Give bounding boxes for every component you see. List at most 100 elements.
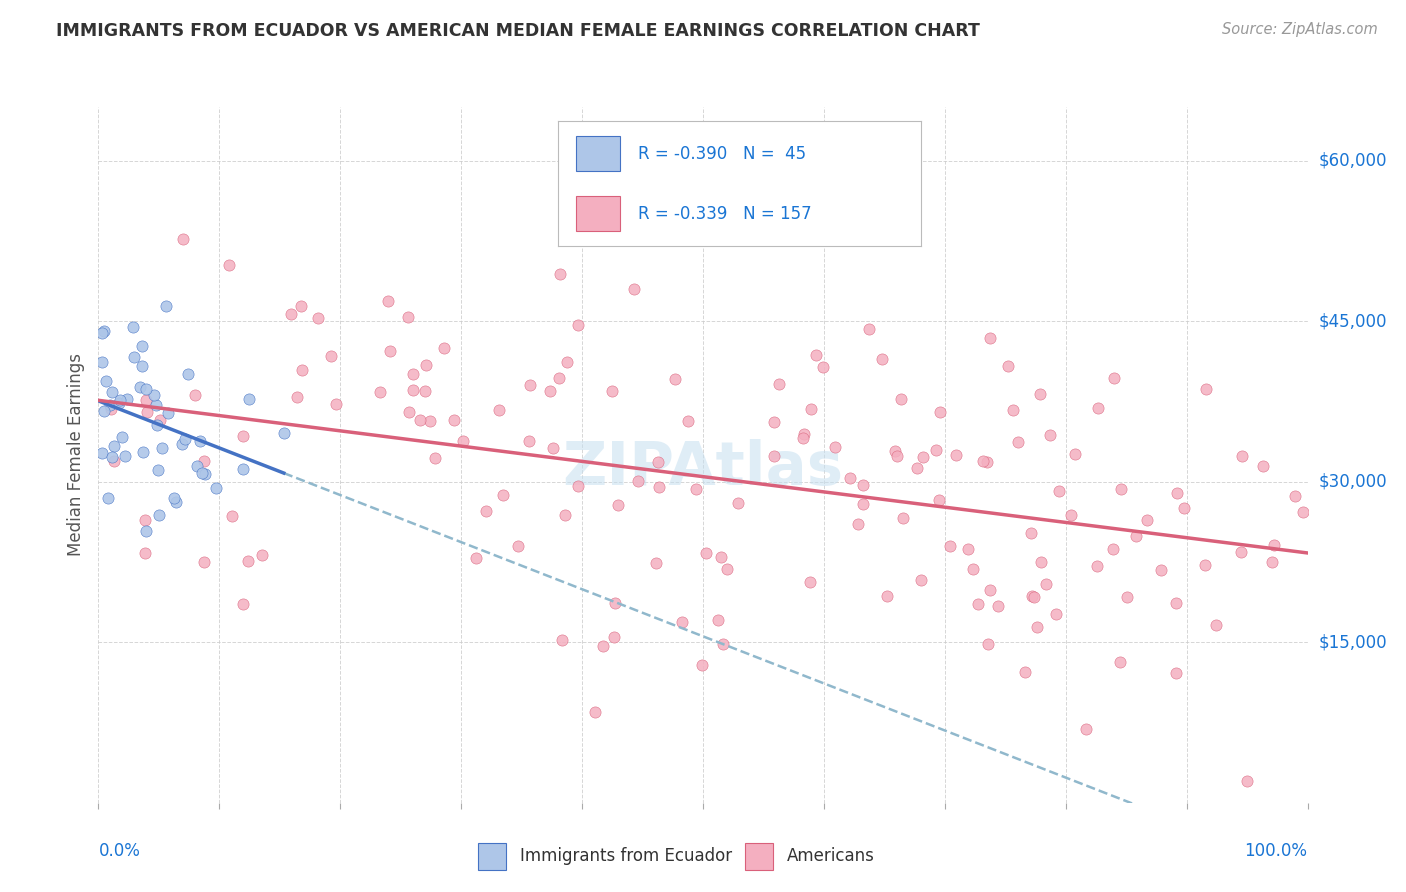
Point xyxy=(925,443,948,458)
Point xyxy=(100,384,122,399)
Point xyxy=(98,397,121,411)
Text: Americans: Americans xyxy=(787,847,875,865)
Point xyxy=(962,562,984,576)
Point xyxy=(280,307,302,321)
Point xyxy=(676,414,699,428)
Point xyxy=(1205,618,1227,632)
Point xyxy=(1284,490,1306,504)
Point xyxy=(122,350,145,364)
Point xyxy=(145,417,167,432)
Point xyxy=(1102,371,1125,385)
Point xyxy=(108,392,131,407)
Point xyxy=(551,632,574,647)
Point xyxy=(1135,513,1157,527)
Point xyxy=(979,583,1001,598)
Point xyxy=(91,446,114,460)
Point xyxy=(692,658,714,673)
Point xyxy=(623,282,645,296)
Point xyxy=(380,344,402,359)
Point xyxy=(101,450,124,464)
Point xyxy=(792,431,814,445)
Point xyxy=(858,322,880,336)
Point xyxy=(1194,558,1216,572)
Point xyxy=(91,355,114,369)
Point xyxy=(1236,774,1258,789)
Point xyxy=(165,495,187,509)
Point xyxy=(1085,558,1108,573)
Point xyxy=(149,413,172,427)
Point xyxy=(711,637,734,651)
Point xyxy=(1074,722,1097,736)
Point xyxy=(605,596,627,610)
Text: ZIPAtlas: ZIPAtlas xyxy=(562,440,844,499)
Point xyxy=(1150,563,1173,577)
Point xyxy=(1173,501,1195,516)
Point xyxy=(912,450,935,464)
Point xyxy=(129,380,152,394)
Point xyxy=(273,426,295,441)
Point xyxy=(517,434,540,448)
Point xyxy=(685,482,707,496)
Point xyxy=(644,556,666,570)
Point xyxy=(567,479,589,493)
Point xyxy=(824,440,846,454)
Point xyxy=(876,590,898,604)
Text: $30,000: $30,000 xyxy=(1319,473,1388,491)
Point xyxy=(475,503,498,517)
Point xyxy=(852,478,875,492)
Point xyxy=(291,362,314,376)
Point xyxy=(1263,538,1285,552)
Point xyxy=(1087,401,1109,416)
Point xyxy=(131,339,153,353)
Point xyxy=(886,449,908,463)
Point xyxy=(695,546,717,560)
Point xyxy=(1195,382,1218,396)
Point xyxy=(135,382,157,396)
Point xyxy=(1039,428,1062,442)
Point xyxy=(1025,620,1047,634)
Point xyxy=(1019,525,1042,540)
Point xyxy=(172,232,194,246)
Point xyxy=(710,550,733,565)
Point xyxy=(1229,545,1251,559)
Point xyxy=(1014,665,1036,679)
Point xyxy=(555,355,578,369)
Point xyxy=(763,449,786,463)
Text: 100.0%: 100.0% xyxy=(1244,842,1308,860)
Point xyxy=(967,597,990,611)
Point xyxy=(938,539,960,553)
Point xyxy=(1166,665,1188,680)
Point xyxy=(627,474,650,488)
Point xyxy=(134,513,156,527)
Point xyxy=(567,318,589,333)
Point xyxy=(423,450,446,465)
Point xyxy=(839,471,862,485)
Text: 0.0%: 0.0% xyxy=(98,842,141,860)
Point xyxy=(1063,447,1085,461)
Point xyxy=(793,427,815,442)
Point xyxy=(146,463,169,477)
Point xyxy=(716,562,738,576)
Point xyxy=(1007,434,1029,449)
Point xyxy=(402,367,425,381)
FancyBboxPatch shape xyxy=(478,843,506,870)
Point xyxy=(1060,508,1083,522)
Point xyxy=(1109,656,1132,670)
Text: $60,000: $60,000 xyxy=(1319,152,1388,169)
Point xyxy=(290,299,312,313)
Point xyxy=(1166,596,1188,610)
Point xyxy=(193,555,215,569)
Point xyxy=(1001,402,1024,417)
Point xyxy=(232,428,254,442)
Point xyxy=(957,542,980,557)
Point xyxy=(170,437,193,451)
Point xyxy=(238,554,260,568)
Point xyxy=(157,406,180,420)
Point xyxy=(648,480,671,494)
Point xyxy=(121,319,143,334)
Point xyxy=(250,548,273,562)
Point xyxy=(910,573,932,587)
Point xyxy=(443,413,465,427)
Point xyxy=(402,383,425,397)
Point xyxy=(103,439,125,453)
